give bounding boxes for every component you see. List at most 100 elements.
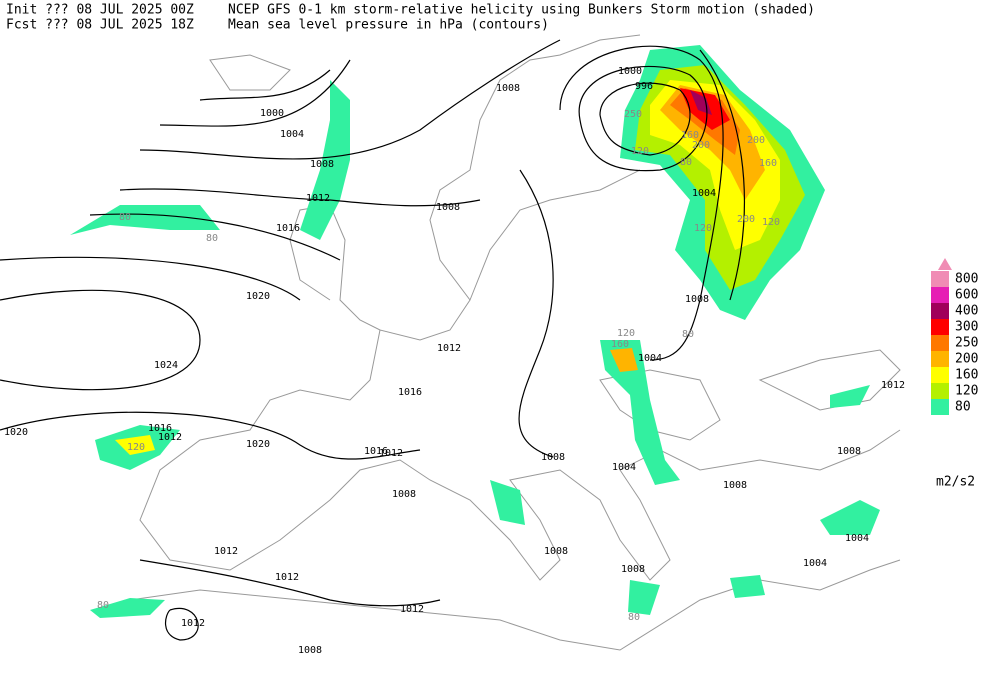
legend-unit: m2/s2 [936, 475, 975, 490]
legend-label: 200 [955, 352, 978, 367]
helicity-label: 120 [694, 223, 712, 234]
helicity-area [610, 348, 638, 372]
legend-label: 160 [955, 368, 978, 383]
isobar-label: 1004 [612, 462, 636, 473]
legend-swatch [931, 399, 949, 415]
title: NCEP GFS 0-1 km storm-relative helicity … [228, 3, 815, 18]
isobar [0, 256, 301, 301]
helicity-label: 200 [747, 135, 765, 146]
isobar-label: 1000 [260, 108, 284, 119]
isobar-label: 1020 [246, 439, 270, 450]
isobar-label: 1008 [685, 294, 709, 305]
isobar-label: 1004 [692, 188, 716, 199]
isobar-label: 1000 [618, 66, 642, 77]
helicity-area [600, 340, 680, 485]
helicity-label: 80 [628, 612, 640, 623]
legend-swatch [931, 367, 949, 383]
coastline [209, 54, 291, 91]
isobar-label: 1008 [621, 564, 645, 575]
helicity-label: 200 [692, 140, 710, 151]
isobar-label: 1016 [398, 387, 422, 398]
legend-swatch [931, 287, 949, 303]
isobar-label: 1020 [4, 427, 28, 438]
isobar [139, 559, 441, 607]
isobar-label: 1004 [803, 558, 827, 569]
isobar-label: 1012 [881, 380, 905, 391]
legend-swatch [931, 383, 949, 399]
legend-swatch [931, 271, 949, 287]
isobar [0, 289, 201, 391]
helicity-label: 80 [97, 600, 109, 611]
isobar-label: 1016 [364, 446, 388, 457]
helicity-label: 120 [127, 442, 145, 453]
legend-arrow [938, 258, 952, 270]
helicity-label: 160 [611, 339, 629, 350]
helicity-label: 200 [737, 214, 755, 225]
isobar [199, 69, 331, 101]
helicity-label: 120 [762, 217, 780, 228]
helicity-label: 120 [631, 146, 649, 157]
isobar-label: 1012 [437, 343, 461, 354]
helicity-area [730, 575, 765, 598]
isobar-label: 1012 [379, 448, 403, 459]
isobar-label: 1020 [246, 291, 270, 302]
isobar-label: 1012 [306, 193, 330, 204]
helicity-label: 80 [682, 329, 694, 340]
legend-swatch [931, 351, 949, 367]
legend-swatch [931, 319, 949, 335]
isobar-label: 1008 [496, 83, 520, 94]
legend-label: 120 [955, 384, 978, 399]
legend-swatch [931, 335, 949, 351]
helicity-label: 120 [617, 328, 635, 339]
shading [70, 45, 880, 618]
isobar-label: 1016 [148, 423, 172, 434]
helicity-area [90, 598, 165, 618]
isobar-label: 1012 [214, 546, 238, 557]
isobar [599, 82, 691, 156]
isobar-label: 1008 [837, 446, 861, 457]
helicity-label: 80 [680, 157, 692, 168]
isobar-label: 1024 [154, 360, 178, 371]
isobar-label: 1008 [310, 159, 334, 170]
fcst-text: Fcst ??? 08 JUL 2025 18Z [6, 18, 194, 33]
isobar-label: 1016 [276, 223, 300, 234]
helicity-area [820, 500, 880, 535]
coastline [129, 559, 901, 651]
subtitle: Mean sea level pressure in hPa (contours… [228, 18, 549, 33]
isobar-label: 1004 [845, 533, 869, 544]
isobar [119, 188, 481, 207]
isobar-label: 1012 [181, 618, 205, 629]
legend-swatch [931, 303, 949, 319]
isobar [699, 49, 745, 301]
helicity-area [490, 480, 525, 525]
isobar-label: 1012 [158, 432, 182, 443]
helicity-label: 160 [759, 158, 777, 169]
isobar-label: 1012 [400, 604, 424, 615]
init-text: Init ??? 08 JUL 2025 00Z [6, 3, 194, 18]
isobar-label: 1008 [544, 546, 568, 557]
isobar-label: 1008 [392, 489, 416, 500]
isobar-label: 1008 [723, 480, 747, 491]
isobar [165, 607, 199, 641]
coastline [469, 169, 641, 301]
legend-label: 400 [955, 304, 978, 319]
isobar-label: 1004 [280, 129, 304, 140]
helicity-label: 160 [681, 130, 699, 141]
legend-label: 250 [955, 336, 978, 351]
helicity-area [70, 205, 220, 235]
isobar-label: 1008 [436, 202, 460, 213]
isobar-label: 1004 [638, 353, 662, 364]
coastline [599, 369, 721, 441]
helicity-area [830, 385, 870, 408]
isobar [518, 169, 554, 458]
isobar-label: 1012 [275, 572, 299, 583]
helicity-label: 80 [206, 233, 218, 244]
legend-label: 80 [955, 400, 971, 415]
helicity-label: 250 [624, 109, 642, 120]
isobar [89, 213, 341, 261]
isobar [159, 59, 351, 127]
isobar [559, 45, 724, 361]
